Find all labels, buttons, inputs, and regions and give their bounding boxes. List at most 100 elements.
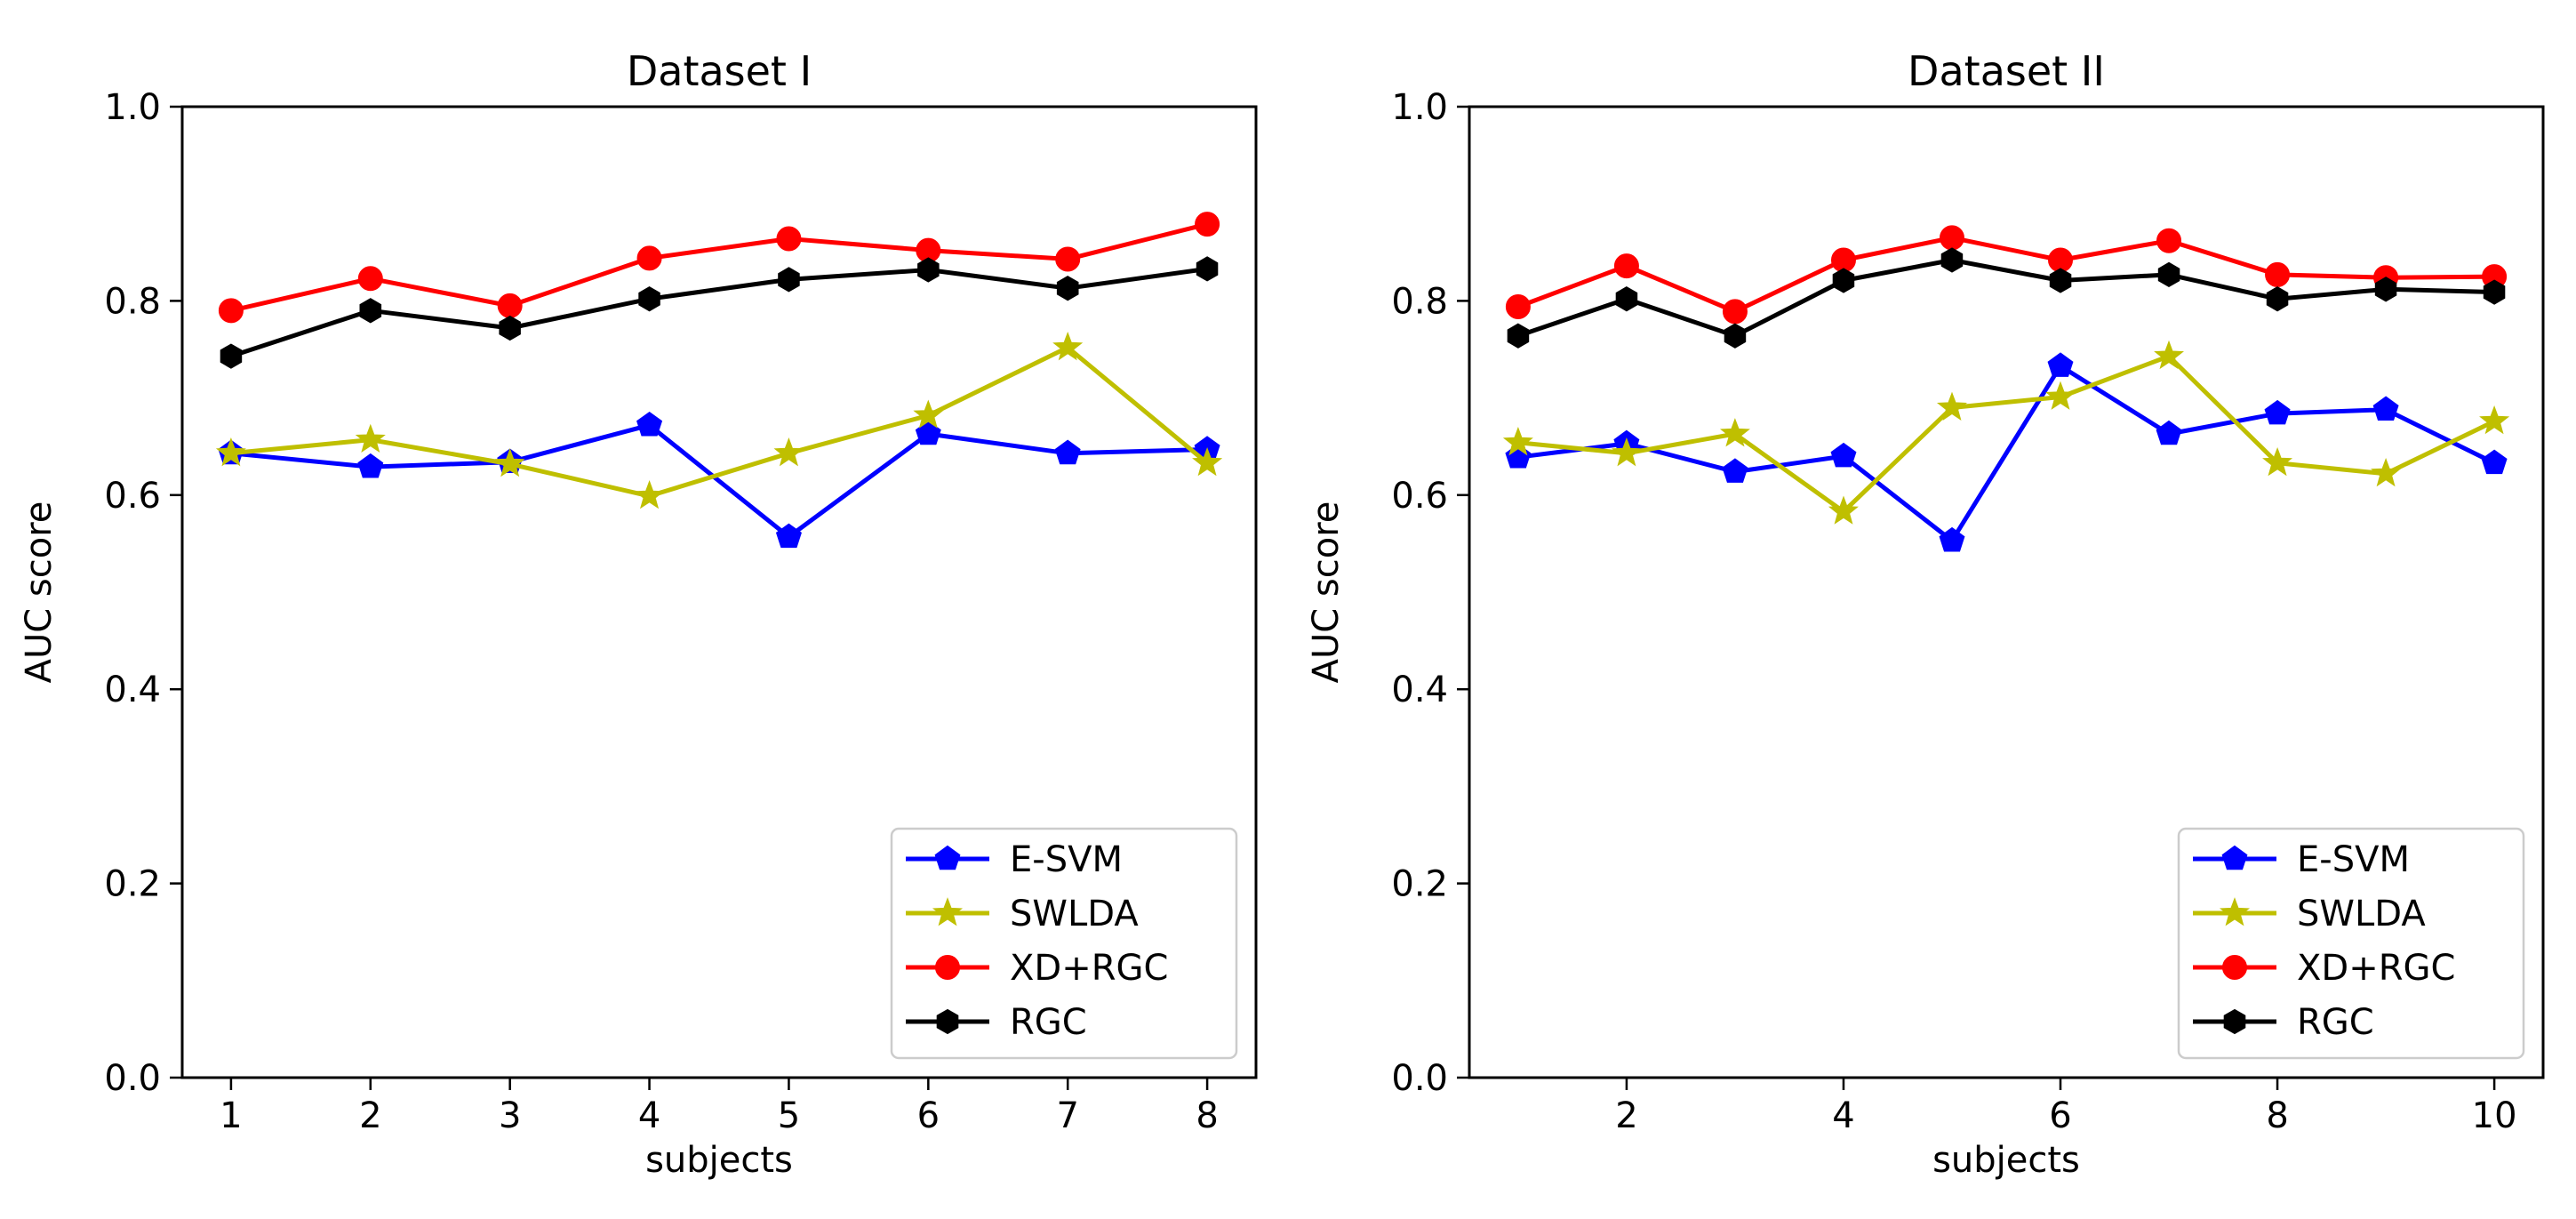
y-tick-label: 0.6 bbox=[104, 476, 161, 517]
data-point bbox=[1502, 426, 1533, 456]
data-point bbox=[2156, 420, 2182, 445]
x-tick-label: 6 bbox=[2049, 1095, 2071, 1136]
legend-label: RGC bbox=[2297, 1002, 2374, 1043]
chart-title: Dataset I bbox=[627, 47, 812, 95]
y-tick-label: 1.0 bbox=[104, 87, 161, 128]
data-point bbox=[218, 298, 244, 324]
data-point bbox=[1196, 256, 1219, 282]
data-point bbox=[2049, 268, 2072, 293]
x-tick-label: 10 bbox=[2472, 1095, 2517, 1136]
x-axis-label: subjects bbox=[1932, 1140, 2080, 1181]
legend-marker bbox=[2222, 955, 2247, 980]
data-point bbox=[1505, 293, 1531, 319]
series-rgc bbox=[1507, 247, 2506, 349]
x-tick-label: 1 bbox=[220, 1095, 242, 1136]
data-point bbox=[1939, 225, 1964, 251]
data-point bbox=[2157, 261, 2180, 288]
plot-frame bbox=[180, 105, 1258, 1079]
series-xd-rgc bbox=[218, 212, 1220, 324]
legend-marker bbox=[2223, 1008, 2246, 1035]
data-point bbox=[776, 226, 802, 252]
series-line bbox=[1517, 235, 2495, 314]
series-swlda bbox=[215, 331, 1223, 509]
data-point bbox=[913, 399, 944, 429]
data-point bbox=[2372, 396, 2399, 421]
series-xd-rgc bbox=[1505, 225, 2508, 325]
legend-marker bbox=[932, 897, 964, 926]
legend-label: SWLDA bbox=[1010, 894, 1139, 934]
y-tick-label: 0.4 bbox=[1391, 670, 1448, 710]
legend-entry: XD+RGC bbox=[2193, 948, 2455, 989]
legend-entry: E-SVM bbox=[906, 839, 1123, 880]
data-point bbox=[1052, 331, 1084, 361]
series-line bbox=[1517, 354, 2496, 514]
data-point bbox=[2044, 381, 2076, 410]
series-e-svm bbox=[1505, 352, 2508, 552]
data-point bbox=[1940, 247, 1964, 273]
data-point bbox=[215, 437, 246, 467]
chart-title: Dataset II bbox=[1908, 47, 2105, 95]
legend-entry: XD+RGC bbox=[906, 948, 1168, 989]
data-point bbox=[778, 267, 800, 293]
y-tick-label: 0.6 bbox=[1391, 476, 1448, 517]
data-point bbox=[773, 437, 804, 467]
data-point bbox=[494, 448, 525, 477]
data-point bbox=[636, 245, 662, 271]
series-swlda bbox=[1502, 340, 2510, 525]
y-axis-label: AUC score bbox=[1306, 501, 1347, 684]
data-point bbox=[2262, 446, 2293, 477]
x-tick-label: 8 bbox=[2266, 1095, 2288, 1136]
data-point bbox=[1724, 323, 1747, 349]
series-line bbox=[230, 422, 1208, 540]
series-line bbox=[230, 266, 1208, 358]
series-line bbox=[1517, 364, 2496, 543]
legend: E-SVM SWLDA XD+RGC RGC bbox=[890, 827, 1238, 1060]
data-point bbox=[2264, 399, 2291, 425]
legend: E-SVM SWLDA XD+RGC RGC bbox=[2177, 827, 2525, 1060]
series-line bbox=[230, 345, 1209, 499]
data-point bbox=[1055, 246, 1081, 272]
chart-panel-1: Dataset I 0.0 0.2 0.4 0.6 0.8 1.0 1 2 3 4 5 6 7 8 subje… bbox=[19, 47, 1258, 1181]
data-point bbox=[1615, 286, 1638, 312]
y-tick-label: 0.2 bbox=[104, 864, 161, 905]
y-tick-label: 0.4 bbox=[104, 670, 161, 710]
series-line bbox=[1517, 258, 2495, 339]
legend-marker bbox=[2219, 897, 2251, 926]
y-tick-label: 0.0 bbox=[1391, 1058, 1448, 1099]
data-point bbox=[2371, 457, 2402, 487]
x-tick-label: 5 bbox=[778, 1095, 800, 1136]
legend-label: SWLDA bbox=[2297, 894, 2426, 934]
data-point bbox=[2374, 277, 2397, 302]
x-axis-label: subjects bbox=[645, 1140, 793, 1181]
data-point bbox=[1832, 268, 1855, 293]
x-tick-label: 8 bbox=[1196, 1095, 1218, 1136]
data-point bbox=[2479, 405, 2510, 435]
legend-entry: RGC bbox=[2193, 1002, 2374, 1043]
chart-panel-2: Dataset II 0.0 0.2 0.4 0.6 0.8 1.0 2 4 6 8 10 subjec… bbox=[1306, 47, 2545, 1181]
data-point bbox=[1828, 495, 1859, 525]
data-point bbox=[2154, 340, 2185, 370]
legend-marker bbox=[935, 955, 960, 980]
data-point bbox=[1192, 446, 1223, 477]
legend-label: RGC bbox=[1010, 1002, 1087, 1043]
legend-entry: RGC bbox=[906, 1002, 1087, 1043]
data-point bbox=[499, 315, 521, 341]
data-point bbox=[1195, 212, 1220, 237]
y-tick-label: 0.8 bbox=[1391, 281, 1448, 322]
data-point bbox=[2483, 279, 2506, 305]
data-point bbox=[636, 411, 663, 437]
legend-box bbox=[2177, 827, 2525, 1060]
data-point bbox=[1612, 437, 1642, 467]
x-tick-label: 2 bbox=[359, 1095, 381, 1136]
data-point bbox=[2266, 286, 2289, 312]
data-point bbox=[915, 420, 941, 445]
data-point bbox=[2156, 228, 2182, 253]
data-point bbox=[359, 298, 382, 324]
legend-entry: SWLDA bbox=[2193, 894, 2426, 934]
legend-label: E-SVM bbox=[1010, 839, 1123, 880]
x-tick-label: 6 bbox=[917, 1095, 940, 1136]
data-point bbox=[1054, 439, 1081, 465]
data-point bbox=[497, 293, 523, 318]
data-point bbox=[634, 480, 665, 509]
